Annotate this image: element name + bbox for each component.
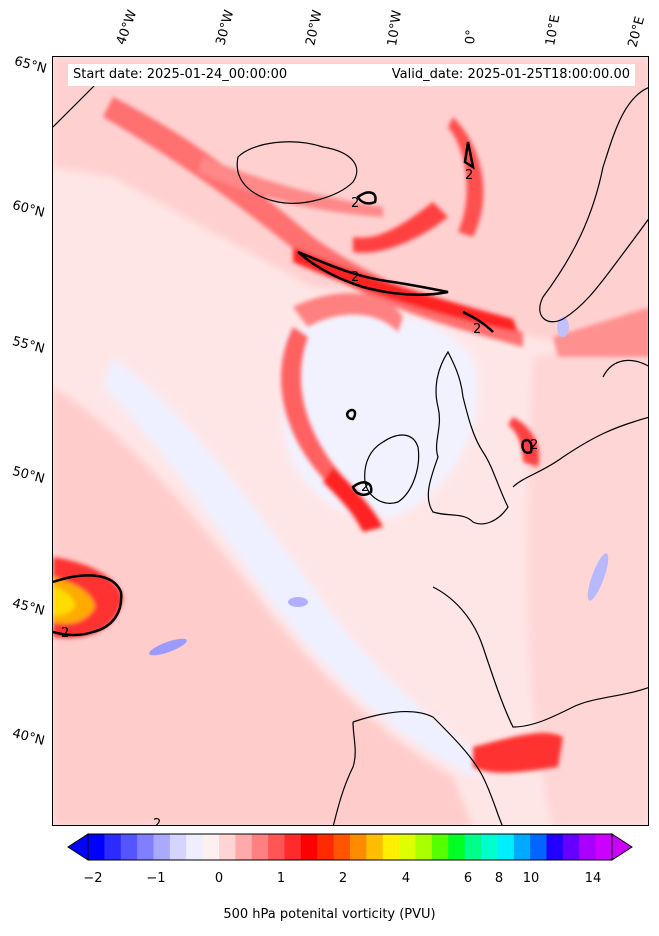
contour-label: 2 [61,626,69,641]
cb-tick: 6 [463,871,473,886]
colorbar-extend-max [611,833,633,861]
pv-2-contours [53,141,533,637]
contour-label: 2 [153,817,161,826]
colorbar-swatch [169,834,187,860]
colorbar-swatch [350,834,367,860]
lon-label-20w: 20°W [303,8,326,47]
lat-label-65n: 65°N [12,54,49,77]
lat-label-60n: 60°N [10,198,47,221]
lon-label-20e: 20°E [625,14,649,50]
cb-tick: −2 [83,871,103,886]
lat-label-45n: 45°N [10,596,47,619]
colorbar-swatch [120,834,138,860]
colorbar-swatch [513,834,531,860]
lon-label-10w: 10°W [385,9,405,47]
lon-label-10e: 10°E [543,13,564,47]
colorbar-swatch [595,834,613,860]
cb-tick: 8 [494,871,504,886]
valid-date: Valid_date: 2025-01-25T18:00:00.00 [391,67,630,82]
colorbar-swatch [104,834,122,860]
cb-tick: 14 [584,871,602,886]
cb-tick: 10 [522,871,540,886]
colorbar-swatch [219,834,236,860]
colorbar-swatch [300,834,318,860]
colorbar-swatch [530,834,547,860]
colorbar-swatch [382,834,400,860]
cb-tick: 0 [214,871,224,886]
contour-label: 2 [473,322,481,337]
lon-label-40w: 40°W [113,8,141,47]
colorbar-swatch [137,834,154,860]
colorbar-swatch [186,834,204,860]
colorbar-swatch [333,834,351,860]
cb-tick: 4 [401,871,411,886]
colorbar-swatch [546,834,564,860]
colorbar-swatch [415,834,433,860]
pv-map: 2 2 2 2 2 2 2 2 [53,57,648,826]
colorbar-swatch [251,834,269,860]
colorbar-swatch [235,834,253,860]
pv-field-blue [149,317,609,656]
colorbar-swatch [153,834,171,860]
contour-label: 2 [361,480,369,495]
colorbar-swatch [366,834,384,860]
colorbar-swatch [481,834,498,860]
colorbar-swatch [431,834,449,860]
colorbar-swatch [317,834,335,860]
map-frame: 2 2 2 2 2 2 2 2 [52,56,649,826]
colorbar-label: 500 hPa potenital vorticity (PVU) [223,907,436,922]
coastlines [53,66,648,825]
colorbar-border [87,833,613,861]
colorbar-swatch [284,834,302,860]
colorbar [67,833,633,861]
cb-tick: 1 [276,871,286,886]
cb-tick: 2 [338,871,348,886]
info-bar: Start date: 2025-01-24_00:00:00 Valid_da… [68,64,635,86]
lat-label-50n: 50°N [10,464,47,487]
contour-label: 2 [465,168,473,183]
lat-label-40n: 40°N [10,726,47,749]
lon-label-0: 0° [463,28,480,45]
colorbar-swatch [562,834,580,860]
colorbar-swatch [268,834,285,860]
lon-label-30w: 30°W [213,8,238,47]
contour-label: 2 [351,270,359,285]
pv-field-red [53,97,648,773]
contour-labels: 2 2 2 2 2 2 2 2 [61,168,538,826]
lat-label-55n: 55°N [10,334,47,357]
colorbar-swatch [202,834,220,860]
start-date: Start date: 2025-01-24_00:00:00 [73,67,288,82]
colorbar-swatch [399,834,416,860]
colorbar-swatch [88,834,105,860]
colorbar-swatch [464,834,482,860]
contour-label: 2 [351,196,359,211]
colorbar-swatch [448,834,466,860]
colorbar-extend-min [67,833,89,861]
colorbar-swatch [497,834,515,860]
cb-tick: −1 [146,871,166,886]
colorbar-swatch [579,834,597,860]
contour-label: 2 [530,438,538,453]
